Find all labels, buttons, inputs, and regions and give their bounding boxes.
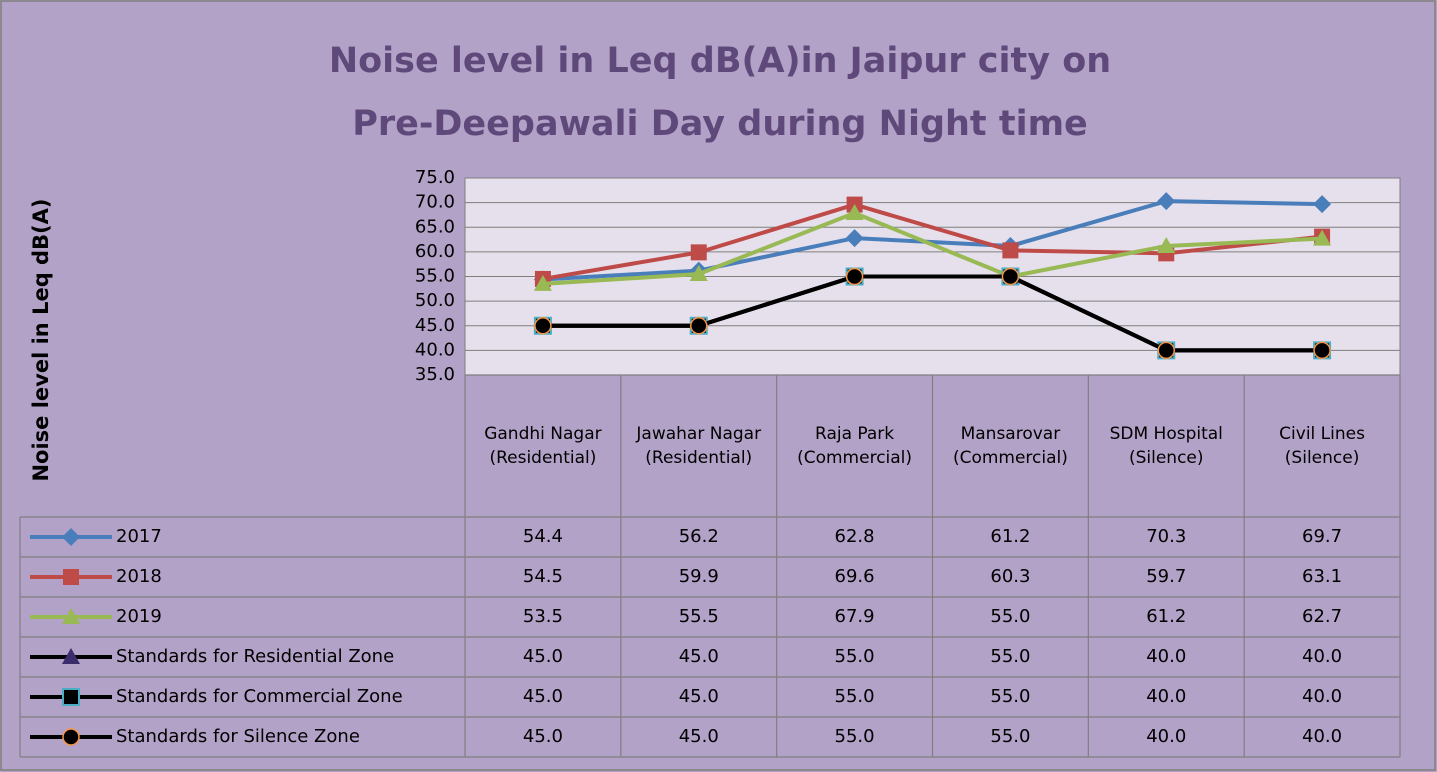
x-tick-label: Raja Park (Commercial) <box>797 424 913 468</box>
table-cell: 55.0 <box>990 686 1030 707</box>
legend-marker <box>62 728 80 746</box>
y-tick-label: 65.0 <box>415 216 455 237</box>
marker <box>845 229 864 248</box>
series <box>534 267 1331 360</box>
marker <box>845 267 864 286</box>
table-cell: 55.0 <box>835 646 875 667</box>
series-line <box>542 210 1323 286</box>
table-cell: 61.2 <box>990 526 1030 547</box>
table-cell: 62.8 <box>835 526 875 547</box>
marker <box>1313 341 1331 360</box>
legend-label: 2017 <box>116 526 162 547</box>
table-cell: 69.6 <box>835 566 875 587</box>
table-cell: 59.9 <box>679 566 719 587</box>
y-tick-label: 40.0 <box>415 339 455 360</box>
marker <box>533 274 552 291</box>
legend-label: 2019 <box>116 606 162 627</box>
x-tick-label: Jawahar Nagar (Residential) <box>636 424 762 468</box>
table-cell: 45.0 <box>679 646 719 667</box>
table-cell: 40.0 <box>1146 686 1186 707</box>
marker <box>1157 236 1176 253</box>
marker <box>1002 242 1019 259</box>
table-cell: 55.0 <box>835 686 875 707</box>
table-cell: 54.4 <box>523 526 563 547</box>
legend-marker <box>63 569 79 585</box>
legend-label: Standards for Silence Zone <box>116 726 360 747</box>
table-cell: 55.0 <box>835 726 875 747</box>
marker <box>1157 192 1176 211</box>
table-cell: 40.0 <box>1302 686 1342 707</box>
marker <box>534 317 552 335</box>
table-cell: 60.3 <box>990 566 1030 587</box>
legend-label: 2018 <box>116 566 162 587</box>
table-cell: 54.5 <box>523 566 563 587</box>
table-cell: 59.7 <box>1146 566 1186 587</box>
y-tick-label: 55.0 <box>415 266 455 287</box>
x-tick-label: Gandhi Nagar (Residential) <box>484 424 602 468</box>
marker <box>1313 229 1332 246</box>
table-cell: 45.0 <box>523 686 563 707</box>
table-cell: 55.0 <box>990 646 1030 667</box>
y-tick-label: 60.0 <box>415 241 455 262</box>
legend-marker <box>62 608 80 624</box>
table-cell: 61.2 <box>1146 606 1186 627</box>
table-cell: 45.0 <box>523 646 563 667</box>
marker <box>690 244 707 261</box>
table-cell: 45.0 <box>679 686 719 707</box>
marker <box>1001 267 1020 286</box>
table-cell: 45.0 <box>679 726 719 747</box>
table-cell: 55.5 <box>679 606 719 627</box>
y-tick-label: 45.0 <box>415 315 455 336</box>
table-cell: 40.0 <box>1302 726 1342 747</box>
legend-label: Standards for Commercial Zone <box>116 686 403 707</box>
legend-marker <box>62 648 80 664</box>
marker <box>690 317 708 335</box>
y-tick-label: 70.0 <box>415 192 455 213</box>
table-cell: 67.9 <box>835 606 875 627</box>
table-cell: 40.0 <box>1146 646 1186 667</box>
marker <box>845 203 864 220</box>
table-cell: 40.0 <box>1146 726 1186 747</box>
table-cell: 45.0 <box>523 726 563 747</box>
y-tick-label: 75.0 <box>415 167 455 188</box>
x-tick-label: Mansarovar (Commercial) <box>952 424 1068 468</box>
table-cell: 69.7 <box>1302 526 1342 547</box>
table-cell: 63.1 <box>1302 566 1342 587</box>
series-line <box>542 199 1323 282</box>
table-cell: 55.0 <box>990 726 1030 747</box>
y-tick-label: 50.0 <box>415 290 455 311</box>
legend-label: Standards for Residential Zone <box>116 646 394 667</box>
table-cell: 56.2 <box>679 526 719 547</box>
table-cell: 40.0 <box>1302 646 1342 667</box>
legend-marker <box>62 688 80 706</box>
marker <box>1157 341 1175 360</box>
y-tick-label: 35.0 <box>415 364 455 385</box>
x-tick-label: SDM Hospital (Silence) <box>1109 424 1223 468</box>
marker <box>1313 195 1332 214</box>
marker <box>689 265 708 282</box>
chart-title: Noise level in Leq dB(A)in Jaipur city o… <box>329 41 1111 144</box>
x-tick-label: Civil Lines (Silence) <box>1279 424 1365 468</box>
table-cell: 62.7 <box>1302 606 1342 627</box>
table-cell: 70.3 <box>1146 526 1186 547</box>
y-axis-label: Noise level in Leq dB(A) <box>29 198 53 481</box>
legend-marker <box>62 528 80 546</box>
series-line <box>542 202 1323 281</box>
table-cell: 53.5 <box>523 606 563 627</box>
table-cell: 55.0 <box>990 606 1030 627</box>
series-line <box>542 274 1323 353</box>
